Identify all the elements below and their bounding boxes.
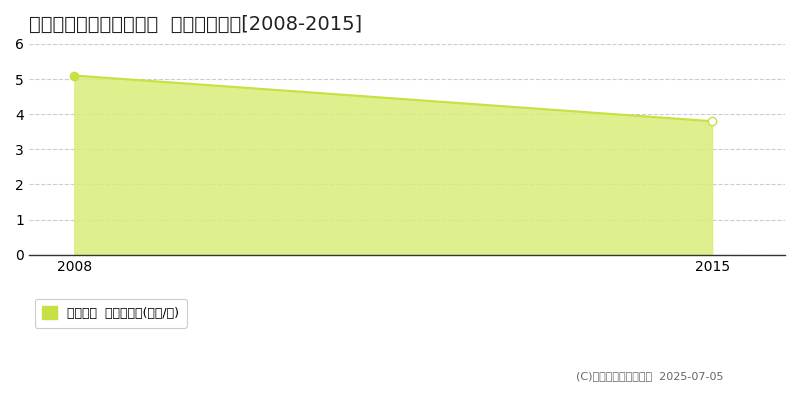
Text: 会津若松市高野町上高野  土地価格推移[2008-2015]: 会津若松市高野町上高野 土地価格推移[2008-2015] (29, 15, 362, 34)
Legend: 土地価格  平均坪単価(万円/坪): 土地価格 平均坪単価(万円/坪) (35, 299, 187, 328)
Text: (C)土地価格ドットコム  2025-07-05: (C)土地価格ドットコム 2025-07-05 (576, 371, 723, 381)
